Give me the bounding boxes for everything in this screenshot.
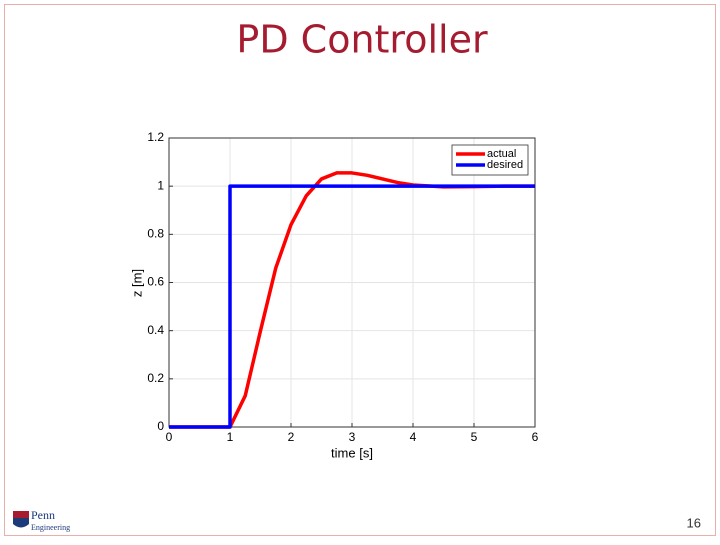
y-tick-label: 1	[157, 178, 164, 192]
y-tick-label: 0.2	[147, 371, 164, 385]
legend-label: actual	[487, 148, 516, 160]
y-tick-label: 0.6	[147, 275, 164, 289]
logo-subtitle: Engineering	[31, 523, 70, 532]
x-tick-label: 1	[227, 430, 234, 444]
x-axis-label: time [s]	[331, 445, 373, 460]
x-tick-label: 6	[532, 430, 539, 444]
slide-border	[4, 4, 716, 536]
page-number: 16	[687, 515, 701, 530]
logo-shield	[13, 518, 29, 528]
x-tick-label: 3	[349, 430, 356, 444]
legend-label: desired	[487, 159, 523, 171]
y-axis-label: z [m]	[129, 269, 144, 297]
series-line	[169, 184, 535, 429]
slide-title: PD Controller	[236, 18, 488, 62]
y-tick-label: 0.8	[147, 227, 164, 241]
x-tick-label: 2	[288, 430, 295, 444]
logo-name: Penn	[31, 508, 55, 522]
logo: Penn Engineering	[13, 508, 70, 532]
legend-frame	[451, 144, 529, 176]
logo-shield-top	[13, 511, 29, 518]
x-tick-label: 0	[166, 430, 173, 444]
y-tick-label: 0.4	[147, 323, 164, 337]
y-tick-label: 0	[157, 419, 164, 433]
axes-frame	[168, 137, 536, 428]
y-tick-label: 1.2	[147, 130, 164, 144]
x-tick-label: 4	[410, 430, 417, 444]
x-tick-label: 5	[471, 430, 478, 444]
